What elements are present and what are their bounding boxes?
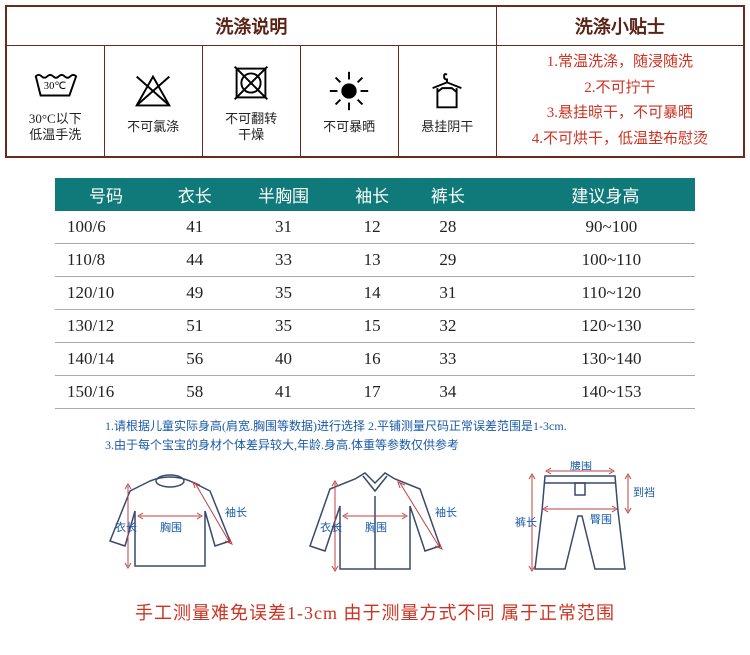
wash-icon-cell-0: 30℃ 30°C以下低温手洗 — [6, 46, 104, 158]
wash-icon-cell-1: 不可氯涤 — [104, 46, 202, 158]
wash-tip-0: 1.常温洗涤，随浸随洗 — [499, 50, 741, 76]
wash-icon-label-0: 30°C以下低温手洗 — [29, 111, 82, 142]
table-row: 120/1049351431110~120 — [55, 277, 695, 310]
svg-text:衣长: 衣长 — [320, 520, 342, 534]
size-header-row: 号码 衣长 半胸围 袖长 裤长 建议身高 — [55, 178, 695, 211]
wash-tip-2: 3.悬挂晾干，不可暴晒 — [499, 101, 741, 127]
pants-diagram: 腰围 到裆 裤长 臀围 — [490, 461, 670, 581]
size-h-3: 袖长 — [334, 178, 410, 211]
wash-icon-label-2: 不可翻转干燥 — [225, 111, 277, 142]
table-cell: 40 — [233, 343, 335, 376]
table-cell: 140~153 — [486, 376, 695, 409]
table-cell: 120/10 — [55, 277, 157, 310]
svg-text:腰围: 腰围 — [570, 461, 592, 472]
hang-dry-icon — [423, 67, 471, 115]
table-cell: 16 — [334, 343, 410, 376]
table-cell: 41 — [233, 376, 335, 409]
table-cell: 33 — [233, 244, 335, 277]
svg-text:胸围: 胸围 — [160, 520, 182, 534]
wash-icon-label-3: 不可暴晒 — [323, 119, 375, 135]
svg-text:30℃: 30℃ — [44, 81, 67, 92]
wash-icon-label-4: 悬挂阴干 — [421, 119, 473, 135]
table-cell: 15 — [334, 310, 410, 343]
table-cell: 14 — [334, 277, 410, 310]
table-cell: 110/8 — [55, 244, 157, 277]
wash-icon-cell-3: 不可暴晒 — [300, 46, 398, 158]
svg-text:裤长: 裤长 — [515, 515, 537, 529]
table-cell: 49 — [157, 277, 233, 310]
table-row: 130/1251351532120~130 — [55, 310, 695, 343]
table-cell: 120~130 — [486, 310, 695, 343]
svg-text:臀围: 臀围 — [590, 513, 612, 526]
table-cell: 29 — [410, 244, 486, 277]
wash-tips-title: 洗涤小贴士 — [496, 6, 744, 46]
table-cell: 13 — [334, 244, 410, 277]
table-cell: 56 — [157, 343, 233, 376]
svg-text:袖长: 袖长 — [435, 505, 457, 519]
wash-30c-icon: 30℃ — [31, 59, 79, 107]
table-row: 150/1658411734140~153 — [55, 376, 695, 409]
table-cell: 90~100 — [486, 211, 695, 244]
wash-icon-cell-2: 不可翻转干燥 — [202, 46, 300, 158]
shirt-diagram: 衣长 胸围 袖长 — [285, 461, 465, 581]
svg-text:胸围: 胸围 — [365, 520, 387, 534]
table-row: 100/64131122890~100 — [55, 211, 695, 244]
svg-text:衣长: 衣长 — [115, 520, 137, 534]
table-cell: 110~120 — [486, 277, 695, 310]
table-cell: 100/6 — [55, 211, 157, 244]
wash-tip-3: 4.不可烘干，低温垫布慰烫 — [499, 127, 741, 153]
table-cell: 35 — [233, 310, 335, 343]
footer-note: 手工测量难免误差1-3cm 由于测量方式不同 属于正常范围 — [0, 599, 750, 625]
wash-icon-label-1: 不可氯涤 — [127, 119, 179, 135]
wash-tip-1: 2.不可拧干 — [499, 76, 741, 102]
table-cell: 130/12 — [55, 310, 157, 343]
table-cell: 17 — [334, 376, 410, 409]
washing-table: 洗涤说明 洗涤小贴士 30℃ 30°C以下低温手洗 不可氯涤 — [5, 5, 745, 158]
size-table: 号码 衣长 半胸围 袖长 裤长 建议身高 100/64131122890~100… — [55, 178, 695, 409]
svg-text:袖长: 袖长 — [225, 505, 247, 519]
note-line-2: 3.由于每个宝宝的身材个体差异较大,年龄.身高.体重等参数仅供参考 — [105, 436, 695, 455]
tshirt-diagram: 衣长 胸围 袖长 — [80, 461, 260, 581]
note-line-1: 1.请根据儿童实际身高(肩宽.胸围等数据)进行选择 2.平铺测量尺码正常误差范围… — [105, 417, 695, 436]
table-row: 140/1456401633130~140 — [55, 343, 695, 376]
wash-icon-cell-4: 悬挂阴干 — [398, 46, 496, 158]
table-cell: 33 — [410, 343, 486, 376]
table-cell: 31 — [233, 211, 335, 244]
table-cell: 150/16 — [55, 376, 157, 409]
table-cell: 34 — [410, 376, 486, 409]
table-cell: 35 — [233, 277, 335, 310]
table-row: 110/844331329100~110 — [55, 244, 695, 277]
size-h-4: 裤长 — [410, 178, 486, 211]
table-cell: 28 — [410, 211, 486, 244]
wash-tips-cell: 1.常温洗涤，随浸随洗 2.不可拧干 3.悬挂晾干，不可暴晒 4.不可烘干，低温… — [496, 46, 744, 158]
table-cell: 130~140 — [486, 343, 695, 376]
table-cell: 44 — [157, 244, 233, 277]
table-cell: 140/14 — [55, 343, 157, 376]
size-h-5: 建议身高 — [486, 178, 695, 211]
table-cell: 58 — [157, 376, 233, 409]
measurement-diagrams: 衣长 胸围 袖长 衣长 胸围 袖长 腰围 到裆 裤长 — [55, 461, 695, 581]
table-cell: 32 — [410, 310, 486, 343]
table-cell: 100~110 — [486, 244, 695, 277]
no-chlorine-icon — [129, 67, 177, 115]
size-h-1: 衣长 — [157, 178, 233, 211]
table-cell: 12 — [334, 211, 410, 244]
no-sun-icon — [325, 67, 373, 115]
table-cell: 51 — [157, 310, 233, 343]
size-h-2: 半胸围 — [233, 178, 335, 211]
table-cell: 41 — [157, 211, 233, 244]
size-notes: 1.请根据儿童实际身高(肩宽.胸围等数据)进行选择 2.平铺测量尺码正常误差范围… — [55, 417, 695, 455]
wash-title: 洗涤说明 — [6, 6, 496, 46]
no-tumble-icon — [227, 59, 275, 107]
size-h-0: 号码 — [55, 178, 157, 211]
svg-text:到裆: 到裆 — [633, 486, 655, 499]
table-cell: 31 — [410, 277, 486, 310]
